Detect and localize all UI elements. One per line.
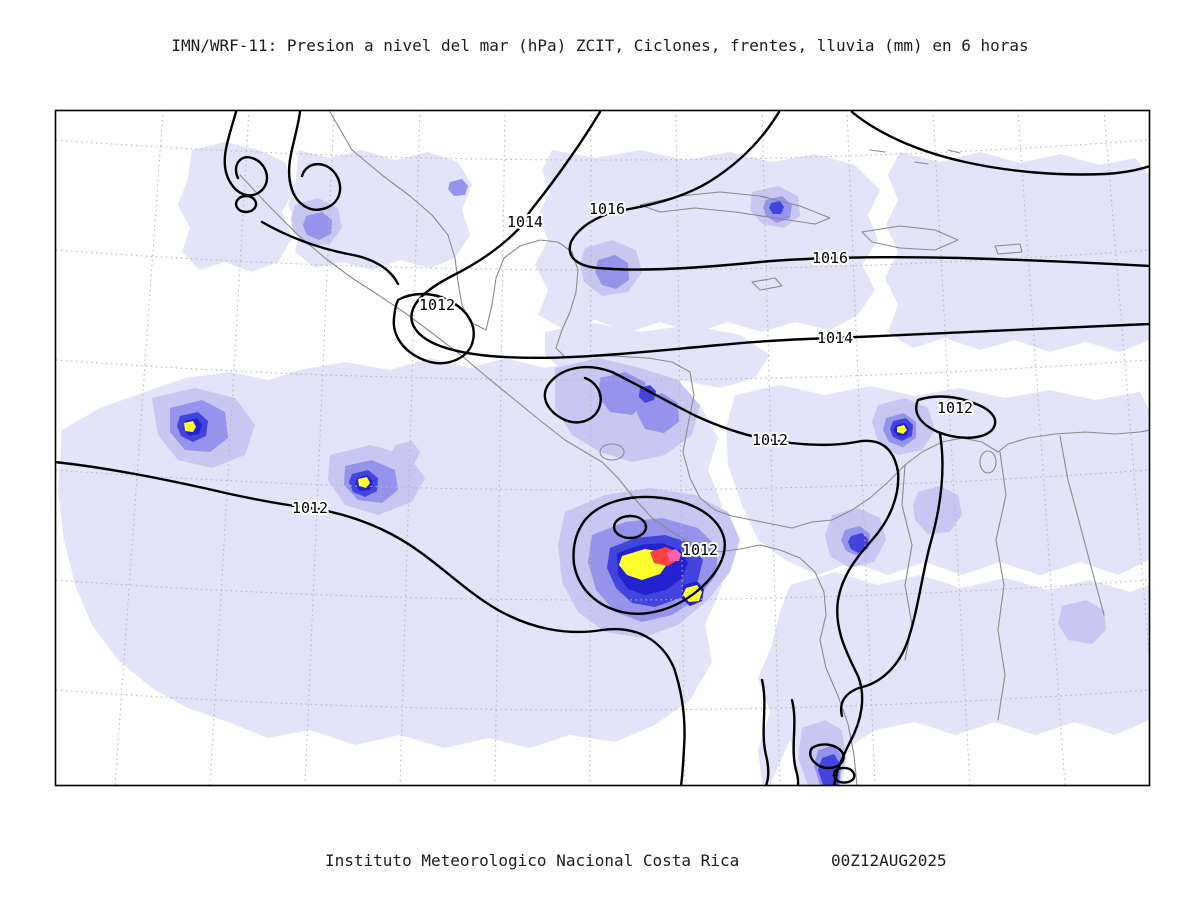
isobar-labels: 1014 1016 1016 1012 1014 1012 1012 1012 … <box>290 198 975 561</box>
isobar-label: 1012 <box>419 296 455 314</box>
isobar-label: 1012 <box>682 541 718 559</box>
isobar-contours <box>56 111 1149 785</box>
isobar-label: 1016 <box>589 200 625 218</box>
precip-shading-maximum <box>666 549 681 561</box>
graticule <box>56 111 1149 785</box>
isobar-label: 1014 <box>507 213 543 231</box>
map-title: IMN/WRF-11: Presion a nivel del mar (hPa… <box>171 36 1029 55</box>
isobar-label: 1014 <box>817 329 853 347</box>
institution-caption: Instituto Meteorologico Nacional Costa R… <box>325 851 740 870</box>
map-border <box>54 109 1151 787</box>
isobar-label: 1012 <box>292 499 328 517</box>
coastlines <box>239 111 1149 785</box>
isobar-label: 1016 <box>812 249 848 267</box>
isobar-label: 1012 <box>937 399 973 417</box>
datetime-stamp: 00Z12AUG2025 <box>831 851 947 870</box>
isobar-label: 1012 <box>752 431 788 449</box>
